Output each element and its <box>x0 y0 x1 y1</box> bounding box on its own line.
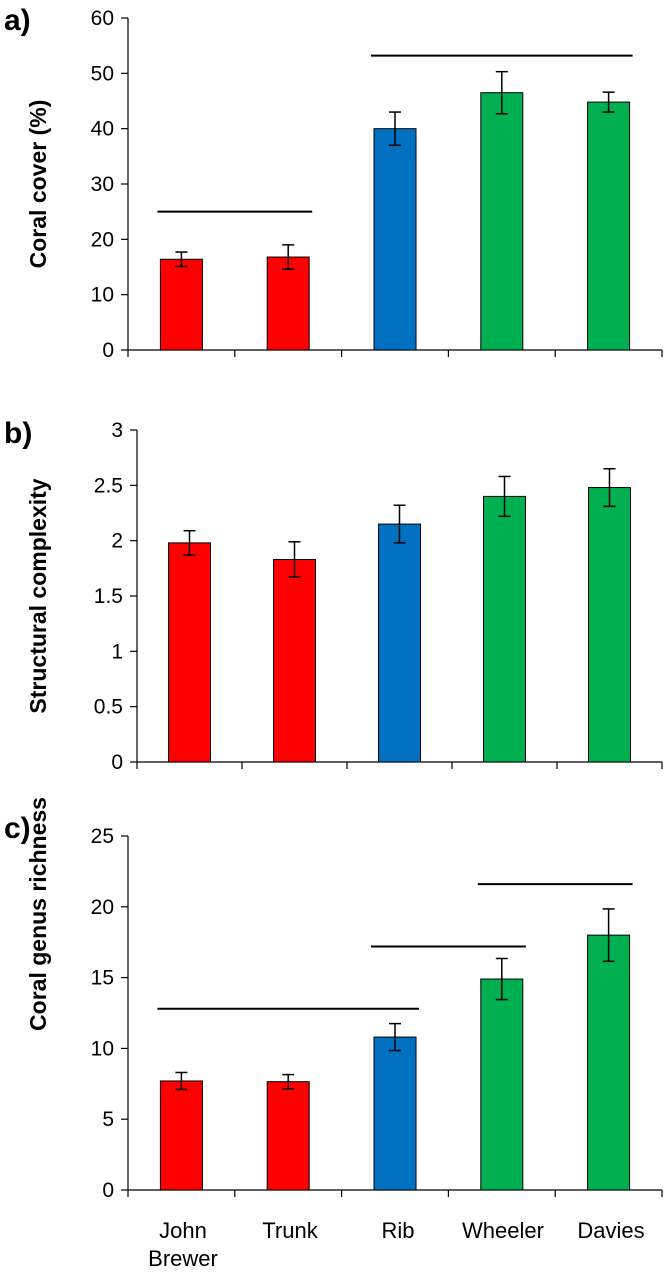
xcat-rib: Rib <box>381 1218 414 1243</box>
panel-a-ytick-label: 30 <box>91 173 114 196</box>
panel-a-errorbar-davies <box>602 91 615 113</box>
panel-c-ytick-label: 20 <box>91 896 114 919</box>
panel-c-bar-john-brewer <box>159 1080 203 1191</box>
panel-a-plot: 0 10 20 30 40 50 60 <box>91 7 663 362</box>
panel-b-ytick-label: 1.5 <box>94 585 123 608</box>
panel-b-bar-trunk <box>273 558 316 763</box>
panel-b-bar-davies <box>588 487 631 763</box>
panel-a-errorbar-john-brewer <box>175 251 188 268</box>
panel-a-ylabel: Coral cover (%) <box>25 100 51 269</box>
panel-b-ytick-label: 3 <box>111 419 123 442</box>
panel-b: b) Structural complexity 0 0.5 1 1.5 2 2.5 3 <box>4 417 663 774</box>
panel-a-ytick-label: 0 <box>102 339 114 362</box>
panel-b-bar-wheeler <box>483 495 526 763</box>
panel-b-ytick-label: 2 <box>111 530 123 553</box>
panel-c-errorbar-davies <box>602 908 615 963</box>
xcat-trunk: Trunk <box>262 1218 318 1243</box>
panel-c-ytick-label: 25 <box>91 825 114 848</box>
xcat-wheeler: Wheeler <box>462 1218 544 1243</box>
panel-c-plot: 0 5 10 15 20 25 <box>91 825 663 1202</box>
panel-a-bar-trunk <box>266 256 310 351</box>
panel-b-errorbar-john-brewer <box>183 529 196 556</box>
panel-c-bar-wheeler <box>480 978 524 1191</box>
panel-a-ytick-label: 60 <box>91 7 114 30</box>
panel-a-bar-rib <box>373 128 417 351</box>
xcat-john-brewer-line2: Brewer <box>148 1246 218 1271</box>
panel-c-label: c) <box>4 812 31 845</box>
panel-a-ytick-label: 10 <box>91 284 114 307</box>
panel-a-ytick-label: 20 <box>91 228 114 251</box>
panel-c-bar-trunk <box>266 1081 310 1191</box>
panel-b-errorbar-davies <box>603 467 616 508</box>
panel-c-errorbar-john-brewer <box>175 1071 188 1091</box>
panel-a-errorbar-trunk <box>282 244 295 270</box>
panel-a-bar-davies <box>587 101 631 351</box>
panel-a-label: a) <box>4 4 31 37</box>
xcat-davies: Davies <box>577 1218 644 1243</box>
panel-b-errorbar-wheeler <box>498 475 511 518</box>
panel-a-errorbar-wheeler <box>495 70 508 115</box>
panel-b-ytick-label: 0 <box>111 751 123 774</box>
panel-c-errorbar-trunk <box>282 1073 295 1090</box>
panel-c-bar-davies <box>587 934 631 1191</box>
panel-b-bar-john-brewer <box>168 542 211 763</box>
x-category-labels: John Brewer Trunk Rib Wheeler Davies <box>148 1218 644 1271</box>
panel-b-ytick-label: 2.5 <box>94 474 123 497</box>
panel-b-ytick-label: 1 <box>111 640 123 663</box>
panel-c: c) Coral genus richness 0 5 10 15 20 25 <box>4 797 663 1202</box>
panel-c-ytick-label: 5 <box>102 1108 114 1131</box>
panel-b-ylabel: Structural complexity <box>25 478 51 713</box>
panel-c-ytick-label: 15 <box>91 967 114 990</box>
panel-c-errorbar-wheeler <box>495 957 508 1001</box>
panel-c-bar-rib <box>373 1036 417 1191</box>
panel-a-bar-wheeler <box>480 92 524 351</box>
panel-c-ylabel: Coral genus richness <box>25 797 51 1031</box>
panel-b-bar-rib <box>378 523 421 763</box>
panel-a: a) Coral cover (%) 0 10 20 30 40 50 60 <box>4 4 663 362</box>
panel-c-ytick-label: 0 <box>102 1179 114 1202</box>
panel-b-label: b) <box>4 417 32 450</box>
panel-a-errorbar-rib <box>389 111 401 147</box>
panel-b-errorbar-trunk <box>288 541 301 578</box>
panel-a-ytick-label: 40 <box>91 118 114 141</box>
panel-c-errorbar-rib <box>389 1022 401 1052</box>
panel-b-plot: 0 0.5 1 1.5 2 2.5 3 <box>94 419 663 774</box>
panel-a-ytick-label: 50 <box>91 62 114 85</box>
panel-c-ytick-label: 10 <box>91 1037 114 1060</box>
panel-a-bar-john-brewer <box>159 258 203 351</box>
xcat-john-brewer-line1: John <box>159 1218 207 1243</box>
panel-b-ytick-label: 0.5 <box>94 696 123 719</box>
panel-b-errorbar-rib <box>393 504 406 544</box>
